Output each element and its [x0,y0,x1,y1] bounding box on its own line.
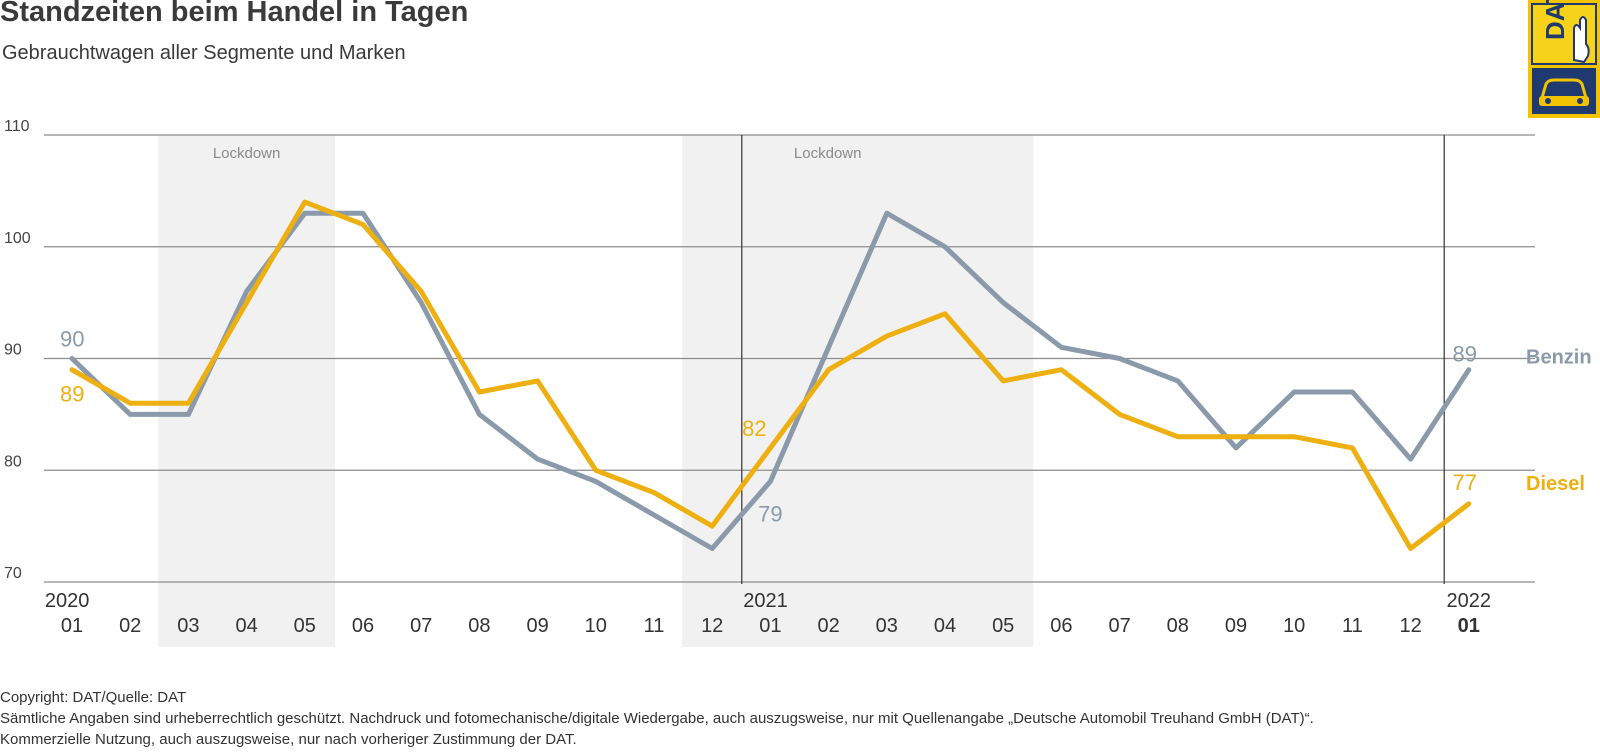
data-label-benzin: 79 [758,501,782,526]
y-tick-label: 70 [4,565,22,582]
legal-notice: Sämtliche Angaben sind urheberrechtlich … [0,710,1314,727]
x-tick-label: 01 [759,615,781,637]
x-tick-label: 09 [1225,615,1247,637]
x-tick-label: 10 [1283,615,1305,637]
footer: Copyright: DAT/Quelle: DAT Sämtliche Ang… [0,687,1314,750]
data-label-diesel: 89 [60,382,84,407]
x-tick-label: 08 [1167,615,1189,637]
y-tick-label: 80 [4,453,22,470]
year-label-2021: 2021 [743,590,788,612]
data-label-benzin: 89 [1453,342,1477,367]
x-tick-label: 09 [526,615,548,637]
x-tick-label: 05 [992,615,1014,637]
x-tick-label: 01 [1458,615,1480,637]
lockdown-label-1: Lockdown [213,145,281,162]
lockdown-band-2 [682,135,1034,647]
data-label-benzin: 90 [60,327,84,352]
series-line-benzin [69,210,1472,551]
usage-notice: Kommerzielle Nutzung, auch auszugsweise,… [0,731,577,748]
lockdown-band-1 [158,135,335,647]
dat-logo-text: DAT [1540,0,1570,40]
y-tick-label: 110 [4,118,30,135]
year-label-2022: 2022 [1447,590,1492,612]
x-tick-label: 06 [1050,615,1072,637]
x-tick-label: 03 [876,615,898,637]
x-tick-label: 07 [410,615,432,637]
series-name-diesel: Diesel [1526,473,1585,495]
x-tick-label: 03 [177,615,199,637]
x-tick-label: 04 [235,615,257,637]
year-label-2020: 2020 [45,590,90,612]
x-tick-label: 04 [934,615,956,637]
x-tick-label: 11 [644,615,665,637]
dat-logo: DAT [1528,0,1600,118]
y-tick-label: 90 [4,342,22,359]
x-tick-label: 05 [294,615,316,637]
x-tick-label: 11 [1342,615,1363,637]
series-name-benzin: Benzin [1526,347,1592,369]
data-label-diesel: 82 [742,416,766,441]
x-tick-label: 07 [1108,615,1130,637]
x-tick-label: 10 [585,615,607,637]
copyright-text: Copyright: DAT/Quelle: DAT [0,689,187,706]
x-tick-label: 01 [61,615,83,637]
x-tick-label: 12 [1399,615,1421,637]
x-tick-label: 02 [817,615,839,637]
x-tick-label: 12 [701,615,723,637]
chart-subtitle: Gebrauchtwagen aller Segmente und Marken [2,42,406,64]
chart-title: Standzeiten beim Handel in Tagen [0,0,469,28]
data-label-diesel: 77 [1453,470,1477,495]
x-tick-label: 06 [352,615,374,637]
series-line-diesel [69,199,1472,551]
x-tick-label: 02 [119,615,141,637]
lockdown-label-2: Lockdown [794,145,862,162]
x-tick-label: 08 [468,615,490,637]
y-tick-label: 100 [4,230,31,247]
